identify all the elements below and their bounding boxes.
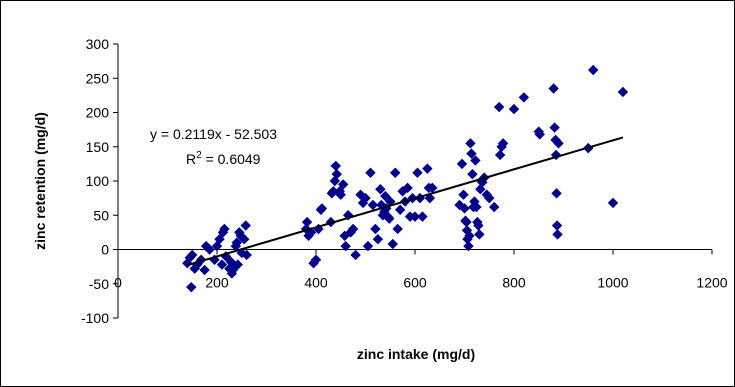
data-point <box>389 167 401 178</box>
data-point <box>232 259 243 270</box>
r-squared-prefix: R <box>186 151 196 167</box>
data-point <box>548 83 559 94</box>
y-tick-label: 150 <box>86 139 110 155</box>
y-axis-title: zinc retention (mg/d) <box>32 112 48 250</box>
data-point <box>187 249 198 261</box>
data-point <box>484 192 495 204</box>
data-point <box>372 234 384 245</box>
data-point <box>549 122 560 133</box>
data-point <box>370 223 381 235</box>
data-point <box>488 201 500 213</box>
y-tick-label: 100 <box>86 173 110 189</box>
y-tick-label: 300 <box>86 36 110 52</box>
data-point <box>466 148 477 159</box>
x-tick-label: 800 <box>502 275 526 291</box>
x-tick-label: 0 <box>114 275 122 291</box>
data-point <box>607 197 619 209</box>
data-point <box>465 138 476 149</box>
data-point <box>301 216 313 228</box>
data-point <box>186 281 197 293</box>
data-point <box>402 182 413 194</box>
data-point <box>367 199 379 211</box>
data-point <box>587 64 599 76</box>
data-point <box>412 167 423 178</box>
x-tick-label: 600 <box>403 275 427 291</box>
data-point <box>330 160 342 172</box>
data-point <box>471 201 482 213</box>
data-point <box>553 138 564 149</box>
data-point <box>362 240 374 252</box>
data-point <box>214 234 225 245</box>
data-point <box>458 189 469 200</box>
data-point <box>467 168 478 180</box>
data-point <box>350 249 361 261</box>
data-point <box>241 249 252 261</box>
data-point <box>551 220 563 231</box>
data-point <box>231 237 243 248</box>
data-point <box>335 189 346 200</box>
data-point <box>310 254 322 265</box>
data-point <box>424 192 436 204</box>
x-tick-label: 1200 <box>696 275 727 291</box>
r-squared-label: R2 = 0.6049 <box>186 150 261 167</box>
trendline <box>187 136 624 267</box>
data-point <box>497 138 509 149</box>
data-point <box>387 238 398 250</box>
r-squared-superscript: 2 <box>196 150 202 161</box>
data-point <box>331 168 342 180</box>
y-tick-label: 50 <box>93 207 109 223</box>
data-point <box>464 230 475 242</box>
data-point <box>392 223 403 235</box>
data-point <box>204 244 215 255</box>
data-point <box>473 220 484 231</box>
data-point <box>463 240 474 252</box>
trendline-equation: y = 0.2119x - 52.503 <box>150 126 277 142</box>
data-point <box>338 179 349 190</box>
y-tick-label: -100 <box>81 310 109 326</box>
data-point <box>617 86 629 98</box>
y-tick-label: 200 <box>86 105 110 121</box>
data-point <box>219 223 230 235</box>
data-point <box>534 129 545 140</box>
x-axis-title: zinc intake (mg/d) <box>357 346 475 362</box>
data-point <box>340 240 351 252</box>
r-squared-value: = 0.6049 <box>202 151 261 167</box>
data-point <box>459 203 470 214</box>
data-point <box>456 158 468 170</box>
data-point <box>494 149 506 161</box>
data-point <box>239 234 250 245</box>
data-point <box>216 259 228 270</box>
y-tick-label: 0 <box>101 242 109 258</box>
data-point <box>417 211 428 222</box>
data-point <box>493 101 505 113</box>
data-point <box>551 188 562 199</box>
data-point <box>470 155 481 166</box>
y-tick-label: 250 <box>86 70 110 86</box>
data-point <box>422 163 433 174</box>
data-point <box>360 192 371 204</box>
data-point <box>380 190 391 202</box>
data-point <box>409 211 421 222</box>
data-point <box>394 204 406 215</box>
data-point <box>316 203 328 214</box>
x-tick-label: 1000 <box>597 275 628 291</box>
data-point <box>508 103 520 115</box>
data-point <box>552 229 563 240</box>
data-point <box>365 167 376 178</box>
data-points <box>182 64 629 293</box>
data-point <box>240 220 251 231</box>
tick-labels: 300 250 200 150 100 50 0 -50 -100 0 200 400 600 800 10… <box>81 36 728 326</box>
data-point <box>518 92 530 103</box>
data-point <box>347 223 359 235</box>
data-point <box>384 213 395 224</box>
x-tick-label: 400 <box>304 275 328 291</box>
data-point <box>199 264 210 276</box>
x-tick-label: 200 <box>205 275 229 291</box>
data-point <box>474 229 485 240</box>
y-tick-label: -50 <box>89 276 109 292</box>
data-point <box>375 184 386 195</box>
